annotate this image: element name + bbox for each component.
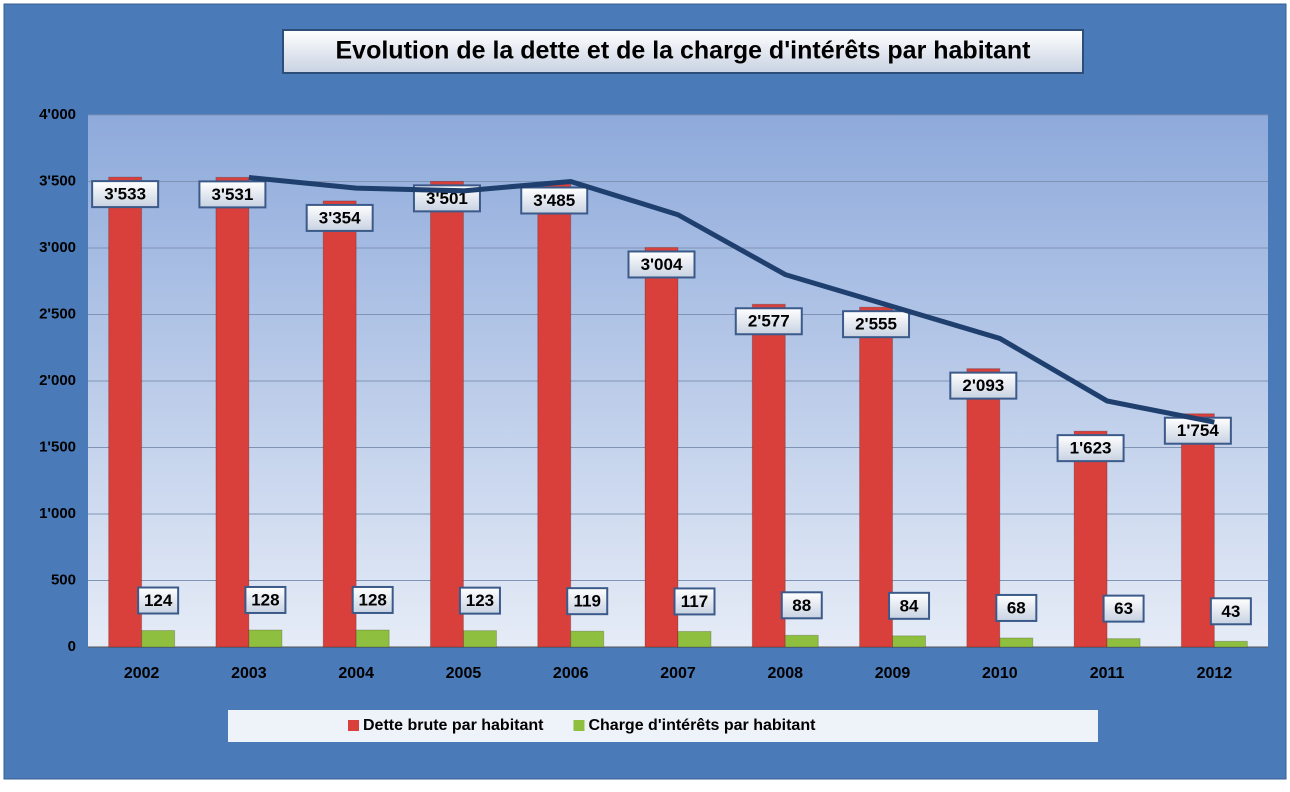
x-tick-label: 2008 xyxy=(767,665,803,682)
value-label-box xyxy=(351,585,394,614)
value-label-box xyxy=(995,593,1038,622)
y-tick-label: 2'500 xyxy=(39,305,76,322)
bar xyxy=(677,630,712,648)
bar xyxy=(322,200,357,648)
bar xyxy=(141,630,176,648)
legend-label: Dette brute par habitant xyxy=(363,717,544,734)
value-label: 1'754 xyxy=(1177,421,1219,440)
x-tick-label: 2004 xyxy=(338,665,374,682)
bar xyxy=(537,182,572,648)
value-label-box xyxy=(627,250,696,279)
x-tick-label: 2011 xyxy=(1090,665,1125,682)
value-label: 68 xyxy=(1007,598,1026,617)
bar xyxy=(1180,413,1215,648)
value-label-box xyxy=(458,586,501,615)
value-label: 128 xyxy=(251,590,279,609)
y-tick-label: 2'000 xyxy=(39,372,76,389)
legend-box xyxy=(228,710,1098,742)
bar xyxy=(355,629,390,648)
bar xyxy=(966,368,1001,648)
value-label: 3'501 xyxy=(426,189,468,208)
value-label: 2'577 xyxy=(748,312,790,331)
value-label-box xyxy=(566,587,609,616)
bar xyxy=(429,180,464,648)
y-tick-label: 4'000 xyxy=(39,106,76,123)
y-tick-label: 1'500 xyxy=(39,438,76,455)
bar xyxy=(859,306,894,648)
value-label: 2'555 xyxy=(855,315,897,334)
x-tick-label: 2003 xyxy=(231,665,267,682)
bar xyxy=(1213,640,1248,648)
value-label: 3'533 xyxy=(104,185,146,204)
value-label: 117 xyxy=(681,592,708,611)
y-tick-label: 1'000 xyxy=(39,505,76,522)
y-tick-label: 0 xyxy=(68,638,76,655)
bar xyxy=(570,630,605,648)
value-label-box xyxy=(305,203,374,232)
x-tick-label: 2007 xyxy=(660,665,696,682)
value-label-box xyxy=(734,307,803,336)
bar xyxy=(751,303,786,648)
value-label: 1'623 xyxy=(1070,439,1112,458)
x-tick-label: 2010 xyxy=(982,665,1018,682)
value-label-box xyxy=(673,587,716,616)
bar xyxy=(999,637,1034,648)
value-label-box xyxy=(1056,434,1125,463)
value-label: 128 xyxy=(358,590,386,609)
value-label-box xyxy=(520,186,589,215)
x-tick-label: 2002 xyxy=(124,665,160,682)
value-label: 88 xyxy=(792,596,811,615)
legend-swatch xyxy=(573,720,585,731)
value-label: 63 xyxy=(1114,599,1133,618)
value-label-box xyxy=(1102,594,1145,623)
value-label-box xyxy=(888,591,931,620)
bar xyxy=(892,635,927,648)
value-label-box xyxy=(1163,416,1232,445)
bar xyxy=(644,246,679,648)
x-tick-label: 2009 xyxy=(875,665,911,682)
value-label: 119 xyxy=(574,592,601,611)
value-label: 3'531 xyxy=(211,185,253,204)
value-label-box xyxy=(780,591,823,620)
value-label-box xyxy=(949,371,1018,400)
bar xyxy=(215,176,250,648)
legend-swatch xyxy=(348,720,359,731)
y-tick-label: 3'000 xyxy=(39,239,76,256)
bar xyxy=(462,630,497,648)
chart-title: Evolution de la dette et de la charge d'… xyxy=(336,37,1032,65)
x-tick-label: 2005 xyxy=(446,665,482,682)
value-label-box xyxy=(842,310,911,339)
bar xyxy=(1073,430,1108,648)
y-tick-label: 3'500 xyxy=(39,172,76,189)
bar xyxy=(1106,638,1141,648)
x-tick-label: 2012 xyxy=(1197,665,1233,682)
value-label: 2'093 xyxy=(962,376,1004,395)
x-tick-label: 2006 xyxy=(553,665,589,682)
value-label: 3'354 xyxy=(319,208,361,227)
legend-label: Charge d'intérêts par habitant xyxy=(588,717,816,734)
value-label-box xyxy=(137,586,180,615)
title-box xyxy=(282,29,1084,74)
value-label: 3'485 xyxy=(533,191,575,210)
value-label-box xyxy=(244,585,287,614)
value-label-box xyxy=(1209,597,1252,626)
bar xyxy=(108,176,143,648)
bar xyxy=(784,634,819,648)
value-label: 123 xyxy=(466,591,494,610)
value-label-box xyxy=(91,180,160,209)
value-label-box xyxy=(198,180,267,209)
value-label: 124 xyxy=(144,591,173,610)
value-label: 3'004 xyxy=(641,255,683,274)
y-tick-label: 500 xyxy=(51,571,76,588)
trend-line xyxy=(248,175,1215,425)
value-label: 84 xyxy=(900,596,919,615)
bar xyxy=(248,629,283,648)
value-label: 43 xyxy=(1221,602,1240,621)
